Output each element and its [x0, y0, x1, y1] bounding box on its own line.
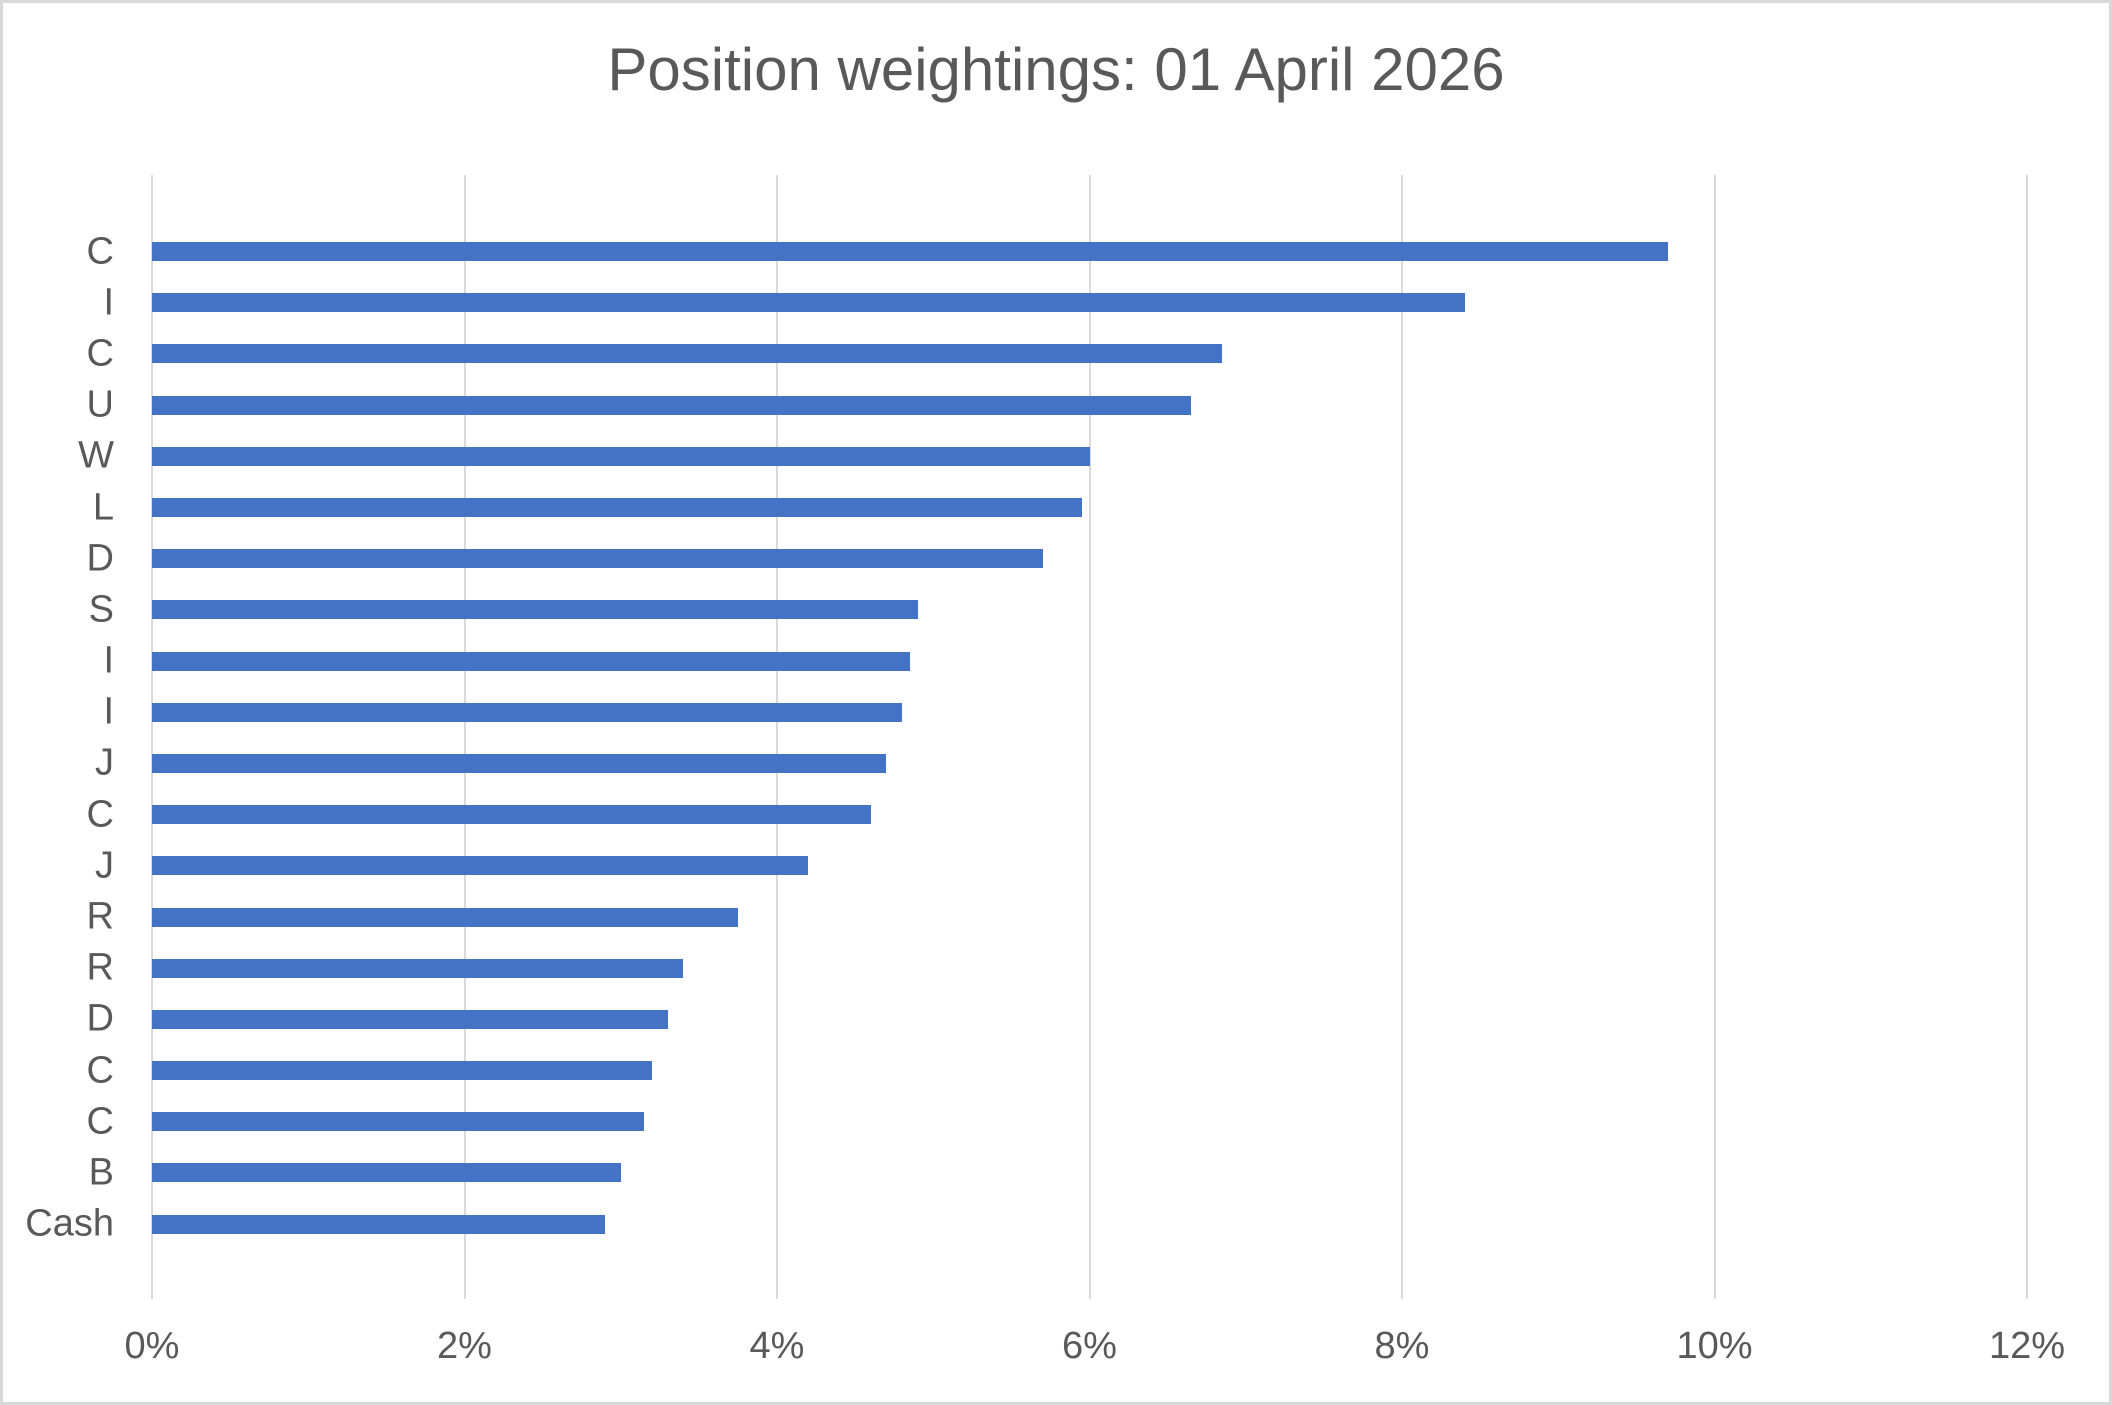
category-label: W [78, 434, 114, 477]
bar-row: I [103, 277, 2027, 328]
bar-row: D [87, 533, 2027, 584]
bar [152, 702, 902, 722]
category-label: C [86, 1100, 114, 1143]
x-tick-label: 8% [1374, 1325, 1430, 1367]
bar [152, 753, 887, 773]
category-label: Cash [25, 1202, 114, 1245]
x-axis: 0% 2% 4% 6% 8% 10% 12% [3, 1325, 2109, 1375]
bar-row: C [87, 328, 2027, 379]
bar-row: C [87, 789, 2027, 840]
bar-row: C [87, 1045, 2027, 1096]
bar-row: R [87, 943, 2027, 994]
category-label: B [88, 1151, 114, 1194]
gridline [1713, 175, 1716, 1299]
plot-area: C I C U W L D S I I J C J R R D C C B Cash [25, 175, 2028, 1299]
bar [152, 344, 1223, 364]
bar-row: B [89, 1147, 2027, 1198]
category-label: U [86, 383, 114, 426]
gridline [463, 175, 466, 1299]
bar [152, 293, 1465, 313]
bar [152, 446, 1090, 466]
category-label: R [86, 895, 114, 938]
bar [152, 1009, 668, 1029]
x-tick-label: 0% [124, 1325, 180, 1367]
category-label: C [86, 332, 114, 375]
bar [152, 805, 871, 825]
gridline [151, 175, 153, 1299]
bar-row: S [89, 584, 2027, 635]
x-tick-label: 6% [1062, 1325, 1117, 1367]
category-label: I [103, 639, 114, 682]
bar-row: J [95, 738, 2027, 789]
bar [152, 651, 910, 671]
category-label: D [86, 997, 114, 1040]
chart-title: Position weightings: 01 April 2026 [607, 36, 1505, 103]
bar-row: C [87, 1096, 2027, 1147]
category-label: I [103, 690, 114, 733]
category-label: J [95, 844, 114, 887]
bar-row: U [87, 380, 2027, 431]
x-tick-label: 4% [749, 1325, 805, 1367]
bar-row: C [87, 226, 2027, 277]
bars-band: C I C U W L D S I I J C J R R D C C B Cash [25, 226, 2027, 1250]
gridline [776, 175, 778, 1299]
category-label: C [86, 1049, 114, 1092]
bar [152, 958, 684, 978]
bar [152, 600, 918, 620]
bar [152, 856, 809, 876]
bar-row: R [87, 891, 2027, 942]
bar [152, 549, 1043, 569]
category-label: S [88, 588, 114, 631]
x-tick-label: 12% [1988, 1325, 2066, 1367]
x-tick-label: 2% [437, 1325, 492, 1367]
bar-row: L [93, 482, 2027, 533]
gridline [2026, 175, 2028, 1299]
category-label: R [86, 946, 114, 989]
bar [152, 498, 1082, 518]
bar [152, 1163, 621, 1183]
x-tick-label: 10% [1676, 1325, 1753, 1367]
bar-row: D [87, 994, 2027, 1045]
category-label: L [92, 486, 114, 529]
bar [152, 1214, 606, 1234]
bar [152, 242, 1668, 262]
category-label: J [95, 741, 114, 784]
bar [152, 1112, 645, 1132]
category-label: C [86, 230, 114, 273]
category-label: C [86, 793, 114, 836]
bar-row: W [78, 431, 2027, 482]
category-label: D [86, 537, 114, 580]
category-label: I [103, 281, 114, 324]
bar-row: Cash [25, 1199, 2027, 1250]
bar [152, 1061, 652, 1081]
bar-row: I [103, 636, 2027, 687]
bar [152, 907, 738, 927]
bar [152, 395, 1192, 415]
bar-row: I [103, 687, 2027, 738]
gridline [1088, 175, 1091, 1299]
bar-row: J [95, 840, 2027, 891]
gridline [1401, 175, 1403, 1299]
